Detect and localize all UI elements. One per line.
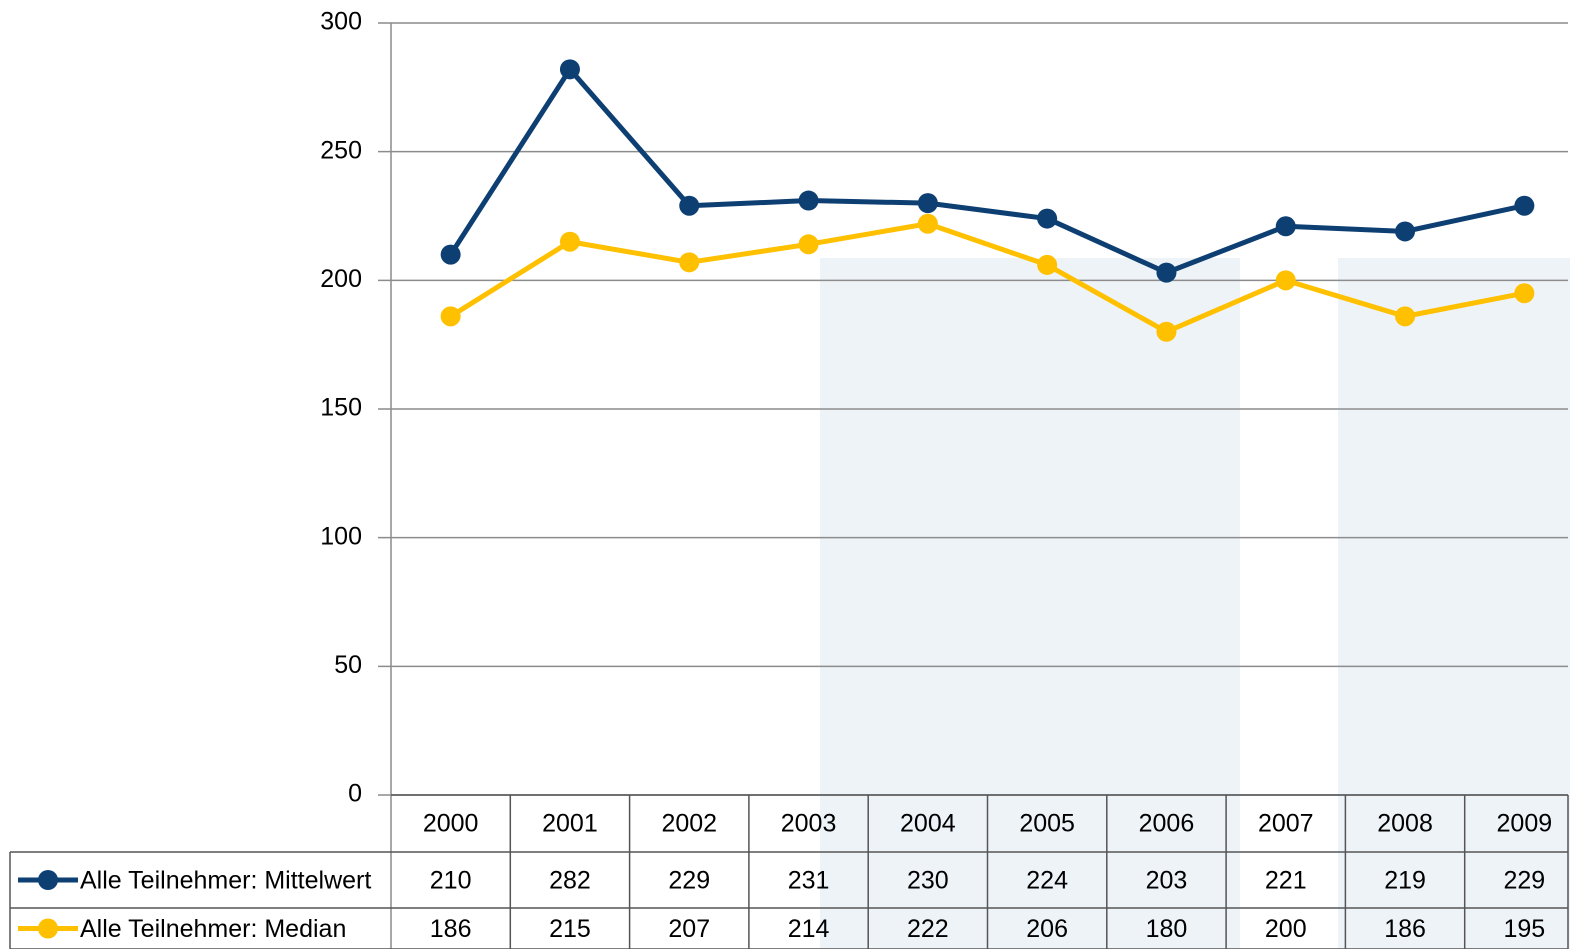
table-value: 186	[1384, 915, 1426, 943]
legend-marker	[38, 870, 58, 890]
point	[1514, 196, 1534, 216]
point	[918, 193, 938, 213]
point	[1276, 216, 1296, 236]
table-value: 221	[1265, 867, 1307, 895]
point	[1156, 263, 1176, 283]
x-tick-label: 2000	[423, 810, 479, 838]
table-value: 215	[549, 915, 591, 943]
table-value: 195	[1503, 915, 1545, 943]
point	[1514, 283, 1534, 303]
x-tick-label: 2006	[1139, 810, 1195, 838]
point	[799, 191, 819, 211]
table-value: 200	[1265, 915, 1307, 943]
x-tick-label: 2004	[900, 810, 956, 838]
table-value: 207	[668, 915, 710, 943]
y-tick-label: 200	[320, 265, 362, 293]
legend-marker	[38, 919, 58, 939]
y-tick-label: 150	[320, 394, 362, 422]
table-value: 210	[430, 867, 472, 895]
table-value: 222	[907, 915, 949, 943]
table-value: 224	[1026, 867, 1068, 895]
point	[679, 252, 699, 272]
y-tick-label: 250	[320, 136, 362, 164]
y-tick-label: 300	[320, 8, 362, 36]
table-value: 230	[907, 867, 949, 895]
x-tick-label: 2009	[1497, 810, 1553, 838]
point	[918, 214, 938, 234]
x-tick-label: 2003	[781, 810, 837, 838]
legend-label: Alle Teilnehmer: Mittelwert	[80, 867, 371, 895]
point	[560, 232, 580, 252]
table-value: 229	[1503, 867, 1545, 895]
point	[1395, 306, 1415, 326]
y-tick-label: 100	[320, 522, 362, 550]
x-tick-label: 2001	[542, 810, 598, 838]
point	[1156, 322, 1176, 342]
point	[1037, 255, 1057, 275]
watermark	[1338, 258, 1570, 949]
y-tick-label: 0	[348, 780, 362, 808]
point	[1276, 270, 1296, 290]
table-value: 219	[1384, 867, 1426, 895]
point	[1395, 221, 1415, 241]
table-value: 282	[549, 867, 591, 895]
table-value: 180	[1146, 915, 1188, 943]
table-value: 186	[430, 915, 472, 943]
x-tick-label: 2007	[1258, 810, 1314, 838]
point	[441, 245, 461, 265]
table-value: 231	[788, 867, 830, 895]
x-tick-label: 2005	[1019, 810, 1075, 838]
table-value: 203	[1146, 867, 1188, 895]
point	[441, 306, 461, 326]
watermark	[820, 258, 1240, 949]
legend-label: Alle Teilnehmer: Median	[80, 915, 346, 943]
table-value: 229	[668, 867, 710, 895]
point	[679, 196, 699, 216]
x-tick-label: 2002	[661, 810, 717, 838]
y-tick-label: 50	[334, 651, 362, 679]
chart: 0 50 100 150 200 250 300 2000 2001 2002 2003 2004 20…	[0, 0, 1570, 949]
point	[1037, 209, 1057, 229]
table-value: 214	[788, 915, 830, 943]
point	[799, 234, 819, 254]
point	[560, 59, 580, 79]
x-tick-label: 2008	[1377, 810, 1433, 838]
table-value: 206	[1026, 915, 1068, 943]
